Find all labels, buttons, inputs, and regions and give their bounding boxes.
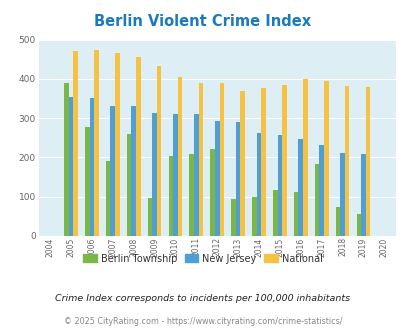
Bar (136, 57, 140, 236)
Bar (298, 139, 303, 236)
Bar (277, 135, 281, 236)
Bar (68, 97, 73, 236)
Bar (360, 154, 365, 236)
Bar (293, 192, 298, 236)
Bar (344, 86, 349, 236)
Bar (303, 79, 307, 236)
Bar (106, 161, 110, 236)
Bar (335, 207, 339, 236)
Bar (156, 66, 161, 236)
Bar (323, 81, 328, 236)
Text: Crime Index corresponds to incidents per 100,000 inhabitants: Crime Index corresponds to incidents per… (55, 294, 350, 303)
Bar (131, 106, 136, 236)
Bar (85, 127, 90, 236)
Bar (90, 98, 94, 236)
Bar (194, 114, 198, 236)
Text: © 2025 CityRating.com - https://www.cityrating.com/crime-statistics/: © 2025 CityRating.com - https://www.city… (64, 317, 341, 326)
Bar (168, 156, 173, 236)
Bar (230, 199, 235, 236)
Bar (147, 198, 152, 236)
Bar (64, 83, 68, 236)
Legend: Berlin Township, New Jersey, National: Berlin Township, New Jersey, National (79, 249, 326, 267)
Bar (152, 114, 156, 236)
Bar (210, 149, 214, 236)
Bar (115, 52, 119, 236)
Bar (198, 83, 203, 236)
Bar (110, 106, 115, 236)
Bar (235, 122, 240, 236)
Bar (256, 133, 261, 236)
Bar (314, 164, 319, 236)
Bar (126, 134, 131, 236)
Bar (272, 190, 277, 236)
Bar (240, 91, 244, 236)
Bar (94, 50, 98, 236)
Bar (339, 153, 344, 236)
Bar (189, 154, 194, 236)
Bar (173, 114, 177, 236)
Text: Berlin Violent Crime Index: Berlin Violent Crime Index (94, 14, 311, 29)
Bar (356, 214, 360, 236)
Bar (219, 83, 224, 236)
Bar (281, 85, 286, 236)
Bar (73, 51, 78, 236)
Bar (261, 87, 265, 236)
Bar (319, 145, 323, 236)
Bar (177, 77, 182, 236)
Bar (214, 121, 219, 236)
Bar (252, 197, 256, 236)
Bar (365, 87, 369, 236)
